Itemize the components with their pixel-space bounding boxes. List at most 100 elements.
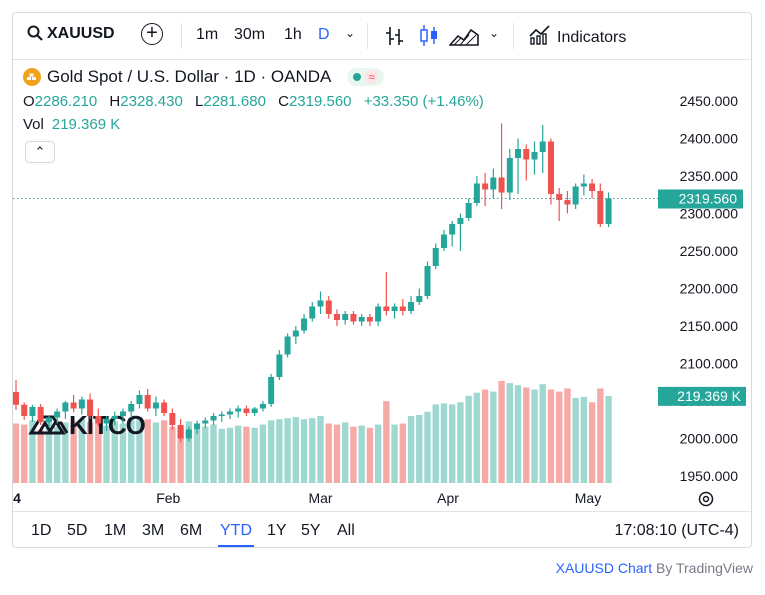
candle-body <box>342 314 349 320</box>
compare-add-button[interactable]: + <box>141 23 163 45</box>
candle-body <box>169 413 176 425</box>
volume-bar <box>128 418 135 483</box>
candle-body <box>333 314 340 320</box>
collapse-legend-button[interactable]: ⌃ <box>25 141 55 163</box>
volume-bar <box>202 426 209 483</box>
volume-bar <box>185 421 193 483</box>
volume-bar <box>432 404 439 483</box>
volume-bar <box>407 416 415 483</box>
interval-d[interactable]: D <box>318 26 330 43</box>
candle-body <box>416 296 423 302</box>
candle-body <box>268 377 275 404</box>
kitco-logo-mark <box>47 421 69 434</box>
divider <box>513 23 514 49</box>
range-all[interactable]: All <box>337 522 355 539</box>
area-chart-icon[interactable] <box>448 25 479 52</box>
last-volume-badge <box>658 386 746 406</box>
interval-30m[interactable]: 30m <box>234 26 266 43</box>
range-6m[interactable]: 6M <box>180 522 203 539</box>
candle-body <box>564 200 571 205</box>
y-tick-label: 2150.000 <box>680 318 739 334</box>
volume-bar <box>152 422 160 483</box>
volume-bar <box>119 423 127 483</box>
volume-bar <box>350 426 357 483</box>
range-1y[interactable]: 1Y <box>267 522 287 539</box>
y-tick-label: 2400.000 <box>680 131 739 147</box>
attribution-link[interactable]: XAUUSD Chart <box>555 560 653 576</box>
volume-bar <box>86 422 94 483</box>
last-price-label: 2319.560 <box>679 191 738 207</box>
candle-body <box>235 408 242 412</box>
chevron-up-icon: ⌃ <box>34 144 46 159</box>
volume-bar <box>391 424 398 483</box>
open-value: 2286.210 <box>34 93 98 110</box>
range-ytd[interactable]: YTD <box>218 522 254 547</box>
candle-body <box>490 177 497 190</box>
ohlc-values: O2286.210 H2328.430 L2281.680 C2319.560 … <box>23 93 492 110</box>
gold-bars-icon <box>23 68 41 86</box>
settings-gear-icon[interactable] <box>698 491 714 507</box>
candle-body <box>103 419 110 424</box>
volume-bar <box>399 423 407 483</box>
candle-body <box>45 417 52 422</box>
chevron-down-icon[interactable]: ⌄ <box>489 26 500 40</box>
candle-body <box>259 404 266 409</box>
range-3m[interactable]: 3M <box>142 522 165 539</box>
volume-bar <box>374 424 382 483</box>
attribution[interactable]: XAUUSD Chart By TradingView <box>556 560 753 576</box>
volume-bar <box>366 427 374 483</box>
range-1d[interactable]: 1D <box>31 522 52 539</box>
symbol-search[interactable]: XAUUSD <box>27 25 115 43</box>
candle-body <box>87 399 94 416</box>
volume-bar <box>218 428 225 483</box>
indicators-label: Indicators <box>557 28 627 46</box>
volume-bar <box>160 420 168 483</box>
candles-icon[interactable] <box>419 24 439 53</box>
price-chart[interactable]: KITCO 2450.000 2400.000 2350.000 2300.000 225… <box>13 59 753 511</box>
candle-body <box>523 149 530 160</box>
x-tick-label: Apr <box>437 490 459 506</box>
candle-body <box>399 306 406 311</box>
volume-bar <box>144 419 151 483</box>
range-5d[interactable]: 5D <box>67 522 88 539</box>
volume-bar <box>547 389 555 483</box>
x-tick-label: Mar <box>308 490 332 506</box>
indicators-button[interactable]: Indicators <box>529 25 626 50</box>
candle-body <box>284 336 291 355</box>
kitco-wordmark: KITCO <box>69 410 146 440</box>
volume-value: 219.369 K <box>51 116 121 133</box>
candle-body <box>62 402 69 412</box>
candle-body <box>202 420 209 424</box>
volume-bar <box>440 403 448 483</box>
volume-key: Vol <box>23 116 44 133</box>
candle-body <box>408 302 415 311</box>
candle-body <box>210 416 217 421</box>
x-tick-label: May <box>575 490 601 506</box>
market-open-dot <box>353 73 362 81</box>
x-tick-label: 2024 <box>13 490 21 506</box>
clock-timezone[interactable]: 17:08:10 (UTC-4) <box>614 522 740 539</box>
interval-1m[interactable]: 1m <box>196 26 219 43</box>
candle-body <box>226 411 233 415</box>
volume-bar <box>45 416 53 483</box>
bar-chart-icon[interactable] <box>385 25 405 52</box>
volume-bar <box>251 427 258 483</box>
volume-bar <box>506 383 513 483</box>
y-tick-label: 2300.000 <box>680 206 739 222</box>
candle-body <box>111 416 118 419</box>
volume-bar <box>276 419 283 483</box>
range-1m[interactable]: 1M <box>104 522 127 539</box>
chevron-down-icon[interactable]: ⌄ <box>345 26 356 40</box>
volume-bar <box>78 419 86 483</box>
candle-body <box>276 354 283 377</box>
y-tick-label: 2450.000 <box>680 93 739 109</box>
range-5y[interactable]: 5Y <box>301 522 321 539</box>
candle-body <box>580 183 587 187</box>
candle-body <box>243 408 250 413</box>
chart-widget: XAUUSD + 1m 30m 1h D ⌄ ⌄ Indicators KITC… <box>12 12 752 548</box>
candle-body <box>482 183 489 190</box>
volume-bar <box>235 425 242 483</box>
volume-bar <box>473 392 481 483</box>
interval-1h[interactable]: 1h <box>284 26 302 43</box>
market-status-badge[interactable]: ≈ <box>347 68 384 86</box>
